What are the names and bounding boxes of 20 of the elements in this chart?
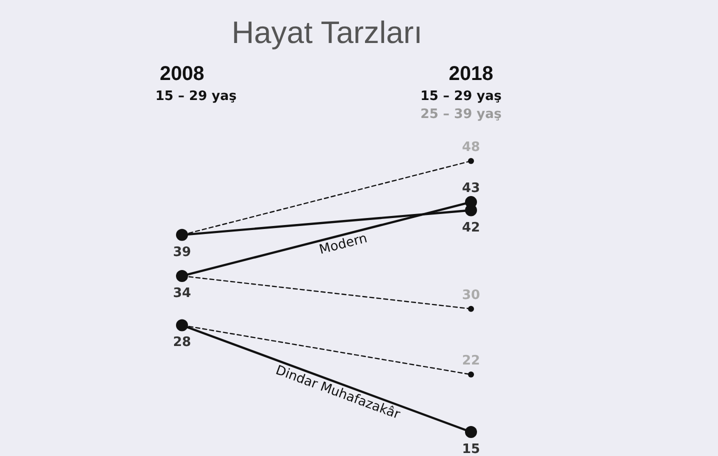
text: 25 – 39 yaş [420, 107, 502, 122]
data-label: 34 [172, 286, 192, 301]
point [465, 426, 477, 438]
text: 15 – 29 yaş [155, 89, 237, 104]
data-label: 28 [172, 335, 192, 350]
point [468, 158, 474, 164]
point [468, 372, 474, 378]
text: Modern [318, 231, 369, 258]
x-tick-label: 2018 [448, 63, 494, 85]
data-label: 39 [172, 244, 192, 260]
data-label: 42 [462, 220, 480, 236]
data-label: 48 [462, 140, 480, 155]
text: 15 – 29 yaş [420, 89, 502, 104]
data-label: 43 [462, 181, 480, 196]
data-label: 22 [462, 354, 480, 369]
chart-title: Hayat Tarzları [232, 15, 422, 50]
data-label: 15 [462, 442, 480, 456]
point [468, 306, 474, 312]
data-label: 30 [462, 288, 480, 303]
x-tick-label: 2008 [160, 63, 204, 85]
